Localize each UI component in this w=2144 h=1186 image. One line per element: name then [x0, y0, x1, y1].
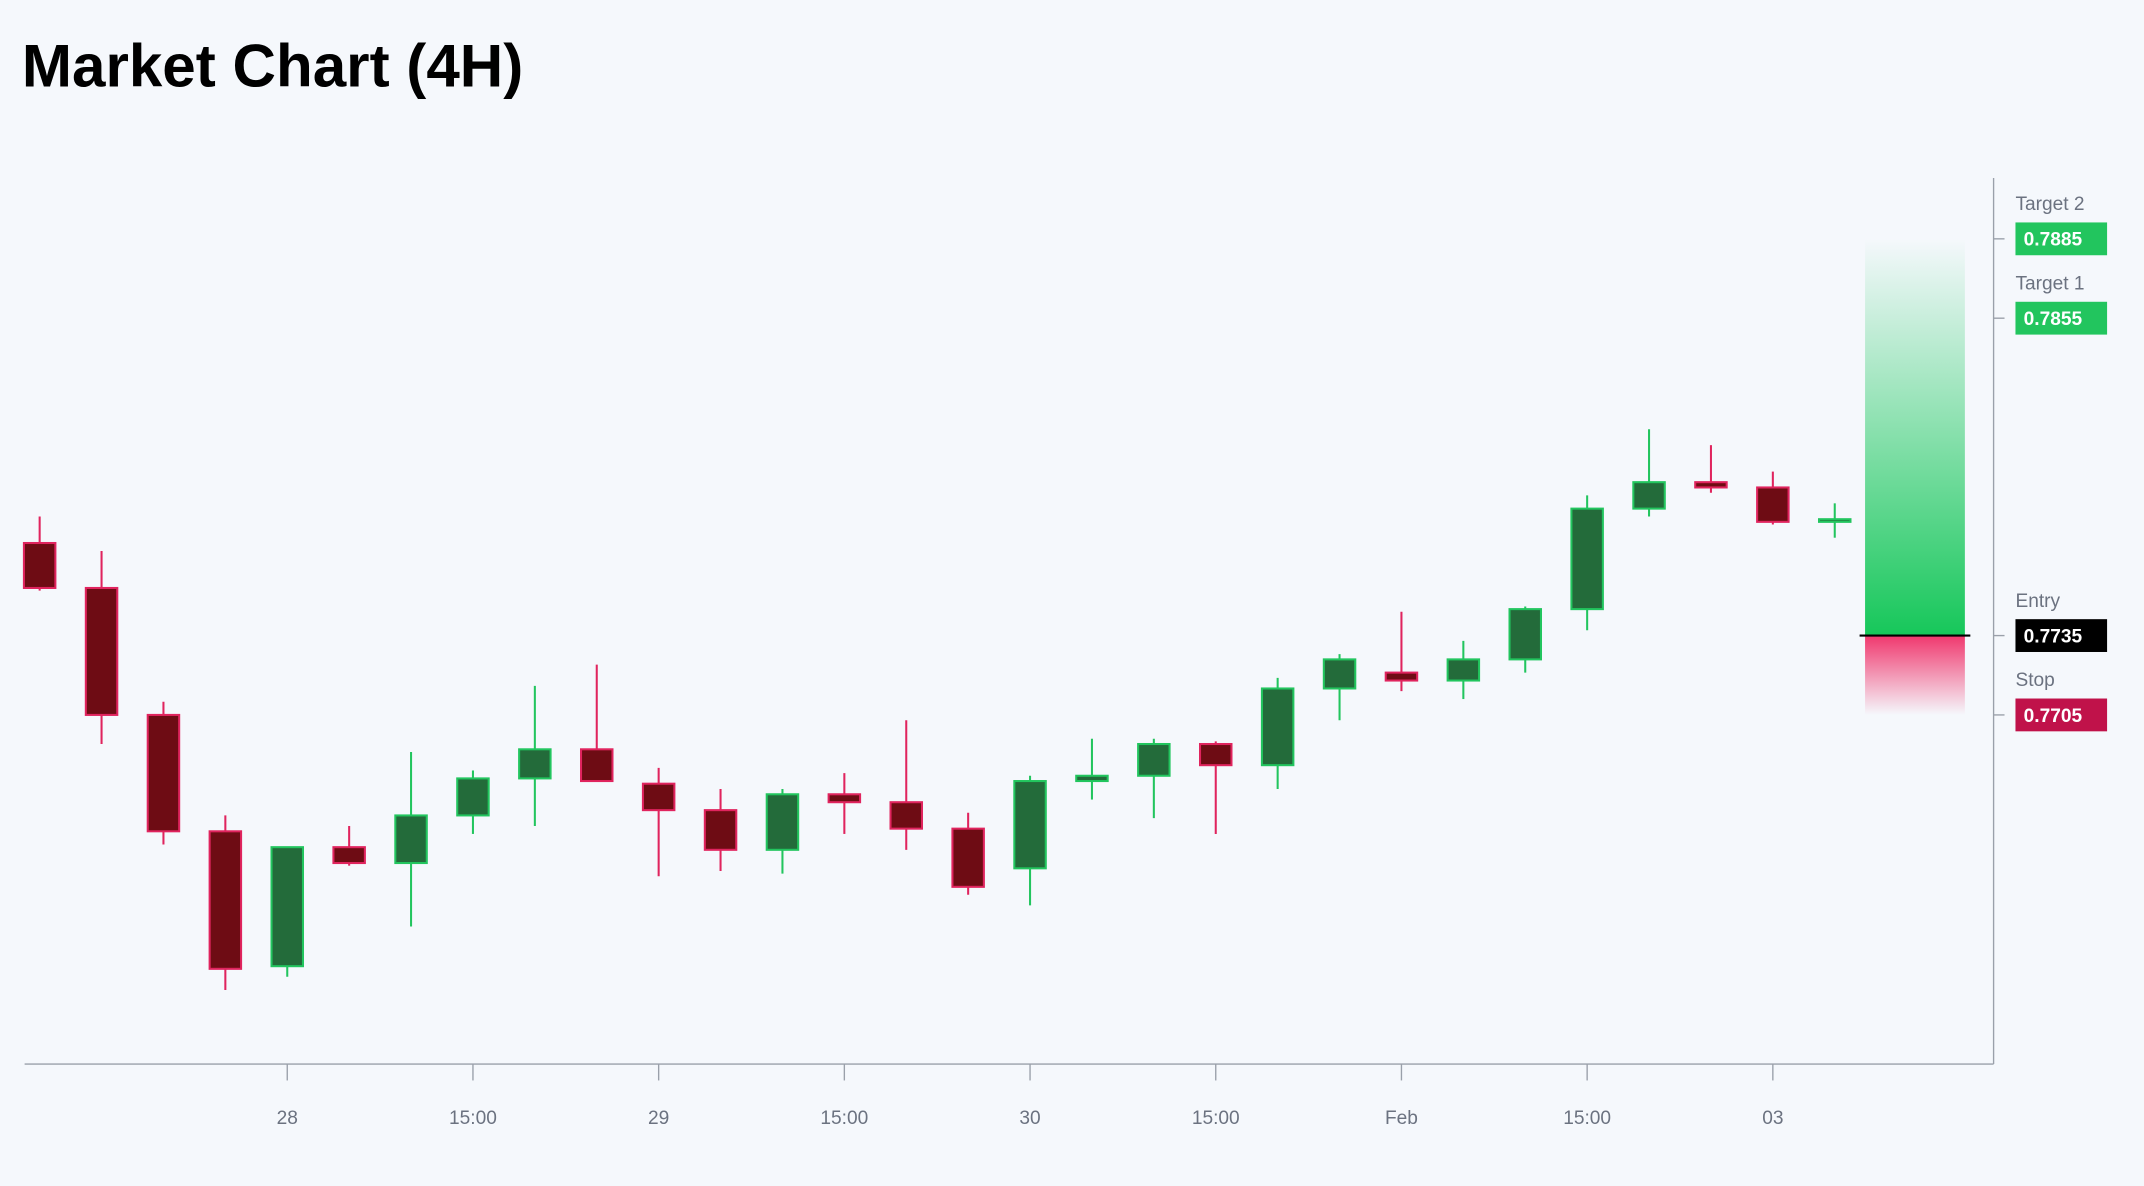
candle-body — [1384, 671, 1419, 682]
candle-body — [456, 777, 490, 817]
candle-body — [951, 827, 985, 888]
candle-body — [22, 541, 57, 589]
x-tick-label: 15:00 — [1192, 1108, 1240, 1129]
candle-body — [518, 748, 552, 780]
x-tick-label: 30 — [1019, 1108, 1040, 1129]
level-name: Target 2 — [2015, 194, 2084, 215]
level-name: Stop — [2015, 670, 2054, 691]
x-tick-label: 15:00 — [820, 1108, 868, 1129]
level-badge — [2015, 222, 2108, 256]
candle-body — [827, 793, 862, 804]
level-value: 0.7885 — [2024, 230, 2083, 251]
level-badge — [2015, 698, 2108, 732]
candle-body — [1756, 486, 1790, 523]
x-tick-label: 29 — [648, 1108, 669, 1129]
candle-body — [208, 830, 243, 970]
candle-body — [1013, 780, 1047, 870]
candle-body — [1198, 742, 1233, 767]
level-value: 0.7855 — [2024, 309, 2083, 330]
level-value: 0.7705 — [2024, 706, 2083, 727]
candle-body — [1570, 507, 1604, 611]
x-tick-label: 03 — [1762, 1108, 1783, 1129]
candle-body — [84, 586, 119, 716]
candle-body — [1817, 518, 1852, 523]
candle-body — [394, 814, 428, 865]
level-badge — [2015, 619, 2108, 652]
reward-zone — [1865, 238, 1965, 636]
candle-body — [580, 748, 614, 783]
candle-body — [1137, 742, 1171, 777]
candle-body — [703, 809, 738, 851]
candle-body — [1446, 658, 1481, 682]
chart-title: Market Chart (4H) — [22, 32, 523, 99]
candle-body — [1632, 481, 1666, 510]
candle-body — [765, 793, 800, 851]
candle-body — [332, 846, 366, 865]
candle-body — [1322, 658, 1357, 690]
candle-body — [1694, 481, 1728, 489]
x-tick-label: 15:00 — [1563, 1108, 1611, 1129]
candle-body — [1075, 774, 1109, 783]
level-badge — [2015, 301, 2108, 335]
risk-zone — [1865, 635, 1965, 715]
candle-body — [889, 801, 924, 830]
candle-body — [270, 846, 305, 968]
x-tick-label: 28 — [277, 1108, 298, 1129]
level-name: Entry — [2015, 591, 2060, 612]
x-tick-label: 15:00 — [449, 1108, 497, 1129]
level-name: Target 1 — [2015, 273, 2084, 294]
candle-body — [641, 782, 676, 812]
candle-body — [1508, 608, 1542, 661]
candle-body — [146, 713, 181, 833]
x-tick-label: Feb — [1385, 1108, 1418, 1129]
level-value: 0.7735 — [2024, 626, 2083, 647]
candle-body — [1260, 687, 1295, 767]
